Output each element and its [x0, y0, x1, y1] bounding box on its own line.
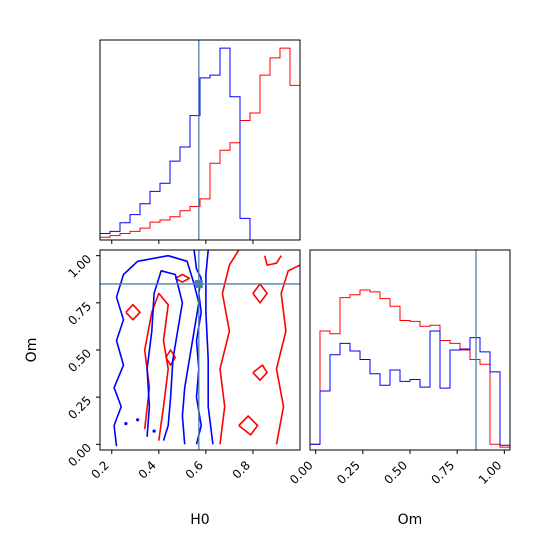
om-hist-red-series	[309, 289, 511, 450]
contour-red-4	[238, 415, 259, 436]
contour-red-9	[165, 349, 177, 366]
om-axis-label: Om	[398, 512, 423, 528]
contour-red-8	[174, 273, 191, 283]
contour-red-7	[263, 255, 282, 266]
h0-om-contour-panel: 0.2 0.4 0.6 0.8 0.00 0.25 0.50 0.75 1.00	[65, 249, 301, 482]
contour-red-3	[252, 283, 268, 304]
contour-blue-2	[205, 250, 214, 445]
om-xtick-label: 0.25	[334, 458, 363, 487]
contour-truth-marker	[194, 279, 203, 288]
om-xtick-label: 1.00	[476, 458, 505, 487]
contour-blue-1	[146, 270, 184, 441]
contour-red-6	[275, 264, 300, 445]
om-ytick-label: 0.00	[65, 441, 94, 470]
h0-xtick-label: 0.8	[230, 458, 253, 481]
contour-blue-0	[113, 254, 200, 447]
contour-blue-dot-0	[124, 421, 128, 426]
om-xtick-label: 0.50	[381, 458, 410, 487]
contour-red-0	[125, 303, 141, 321]
h0-xtick-label: 0.6	[183, 458, 206, 481]
h0-axis-label: H0	[190, 512, 209, 528]
om-ytick-label: 0.50	[65, 346, 94, 375]
h0-hist-red-series	[99, 47, 301, 240]
h0-hist-blue-series	[99, 47, 300, 241]
om-xtick-label: 0.75	[428, 458, 457, 487]
contour-blue-3	[193, 250, 202, 445]
contour-marks	[113, 250, 300, 447]
om-ytick-label: 1.00	[65, 252, 94, 281]
contour-red-2	[219, 250, 240, 445]
om-histogram-panel: 0.00 0.25 0.50 0.75 1.00	[287, 249, 511, 487]
om-hist-blue-series	[309, 330, 511, 450]
h0-xtick-label: 0.2	[88, 458, 111, 481]
contour-blue-dot-1	[152, 429, 156, 433]
h0-histogram-panel	[99, 39, 301, 244]
contour-red-5	[252, 364, 268, 381]
om-axis-label-vertical: Om	[24, 338, 40, 363]
om-ytick-label: 0.25	[65, 393, 94, 422]
contour-blue-dot-2	[136, 418, 140, 422]
h0-xtick-label: 0.4	[136, 458, 159, 481]
om-ytick-label: 0.75	[65, 299, 94, 328]
om-xtick-label: 0.00	[287, 458, 316, 487]
h0-hist-frame	[99, 39, 301, 241]
